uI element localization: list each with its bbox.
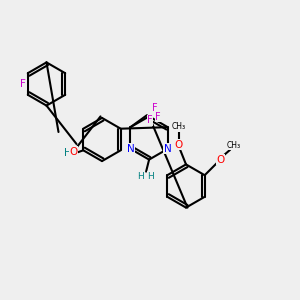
Text: O: O [69,147,77,157]
Text: N: N [164,144,172,154]
Text: F: F [20,79,26,89]
Text: H: H [147,172,154,181]
Text: CH₃: CH₃ [227,141,241,150]
Text: N: N [127,144,134,154]
Text: O: O [69,146,78,157]
Text: F: F [152,103,157,113]
Text: F: F [155,112,161,122]
Text: O: O [217,154,225,165]
Text: F: F [147,115,153,125]
Text: H: H [64,148,72,158]
Text: O: O [174,140,183,150]
Text: H: H [137,172,144,181]
Text: CH₃: CH₃ [171,122,186,131]
